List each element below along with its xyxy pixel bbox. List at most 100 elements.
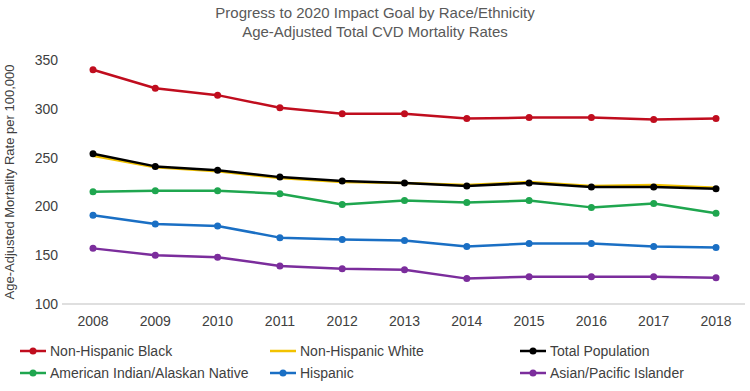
point	[650, 116, 657, 123]
point	[713, 244, 720, 251]
y-tick-label: 100	[35, 296, 59, 312]
legend-label: Total Population	[550, 343, 650, 359]
legend-label: Asian/Pacific Islander	[550, 365, 684, 381]
legend-item: American Indian/Alaskan Native	[20, 365, 249, 381]
tick-mark	[58, 304, 62, 305]
legend-marker	[30, 348, 37, 355]
series-line	[93, 215, 716, 247]
point	[588, 114, 595, 121]
legend-label: Non-Hispanic White	[300, 343, 424, 359]
point	[90, 245, 97, 252]
series-line	[93, 191, 716, 213]
point	[152, 85, 159, 92]
tick-mark	[58, 255, 62, 256]
point	[526, 179, 533, 186]
point	[276, 190, 283, 197]
tick-mark	[58, 60, 62, 61]
point	[650, 273, 657, 280]
x-tick-label: 2016	[576, 313, 607, 329]
legend-line	[270, 350, 296, 353]
point	[90, 66, 97, 73]
x-tick-label: 2011	[265, 313, 295, 329]
point	[650, 183, 657, 190]
point	[401, 237, 408, 244]
legend-label: American Indian/Alaskan Native	[50, 365, 249, 381]
plot-area	[90, 66, 720, 282]
point	[526, 197, 533, 204]
point	[463, 115, 470, 122]
y-axis-label: Age-Adjusted Mortality Rate per 100,000	[2, 65, 17, 300]
y-tick-label: 350	[35, 52, 59, 68]
point	[463, 243, 470, 250]
x-tick-label: 2018	[700, 313, 731, 329]
tick-mark	[58, 157, 62, 158]
tick-mark	[58, 206, 62, 207]
point	[90, 212, 97, 219]
point	[152, 252, 159, 259]
y-tick-label: 250	[35, 150, 59, 166]
point	[650, 243, 657, 250]
point	[90, 150, 97, 157]
point	[214, 222, 221, 229]
series-line	[93, 248, 716, 278]
point	[401, 110, 408, 117]
legend-item: Non-Hispanic White	[270, 343, 424, 359]
point	[463, 182, 470, 189]
x-tick-label: 2008	[77, 313, 108, 329]
point	[339, 110, 346, 117]
point	[90, 188, 97, 195]
point	[463, 199, 470, 206]
point	[650, 200, 657, 207]
x-tick-label: 2009	[140, 313, 171, 329]
chart: Progress to 2020 Impact Goal by Race/Eth…	[0, 0, 750, 391]
point	[463, 275, 470, 282]
legend-marker	[280, 370, 287, 377]
point	[276, 174, 283, 181]
tick-mark	[58, 108, 62, 109]
point	[713, 210, 720, 217]
point	[276, 262, 283, 269]
legend-label: Non-Hispanic Black	[50, 343, 173, 359]
point	[588, 273, 595, 280]
x-tick-label: 2012	[327, 313, 358, 329]
legend-item: Non-Hispanic Black	[20, 343, 173, 359]
point	[339, 201, 346, 208]
series-line	[93, 156, 716, 188]
point	[713, 274, 720, 281]
y-tick-label: 300	[35, 101, 59, 117]
point	[588, 240, 595, 247]
point	[339, 265, 346, 272]
x-tick-label: 2013	[389, 313, 420, 329]
point	[588, 183, 595, 190]
subtitle: Age-Adjusted Total CVD Mortality Rates	[242, 23, 508, 40]
point	[401, 197, 408, 204]
point	[526, 114, 533, 121]
point	[276, 234, 283, 241]
point	[214, 187, 221, 194]
legend-marker	[530, 348, 537, 355]
title: Progress to 2020 Impact Goal by Race/Eth…	[215, 4, 535, 21]
x-tick-label: 2017	[638, 313, 669, 329]
legend-item: Hispanic	[270, 365, 354, 381]
point	[526, 240, 533, 247]
point	[713, 115, 720, 122]
legend-label: Hispanic	[300, 365, 354, 381]
legend-item: Total Population	[520, 343, 650, 359]
legend-item: Asian/Pacific Islander	[520, 365, 684, 381]
point	[214, 254, 221, 261]
point	[152, 163, 159, 170]
point	[214, 167, 221, 174]
point	[276, 104, 283, 111]
point	[401, 179, 408, 186]
y-tick-label: 150	[35, 247, 59, 263]
point	[713, 185, 720, 192]
point	[526, 273, 533, 280]
legend-marker	[530, 370, 537, 377]
point	[339, 178, 346, 185]
point	[152, 220, 159, 227]
x-tick-label: 2014	[451, 313, 482, 329]
x-axis-line	[62, 304, 745, 305]
series-line	[93, 70, 716, 120]
point	[214, 92, 221, 99]
point	[401, 266, 408, 273]
